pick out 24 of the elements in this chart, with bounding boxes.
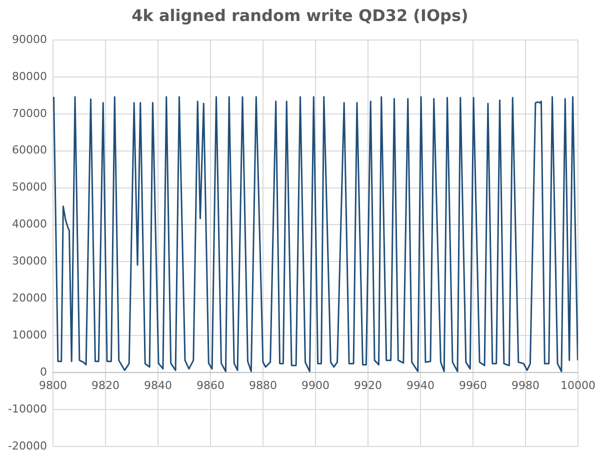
x-tick-label: 9900 (301, 378, 330, 392)
x-tick-label: 9980 (511, 378, 540, 392)
y-tick-label: 40000 (12, 218, 47, 231)
x-tick-label: 9820 (91, 378, 120, 392)
x-tick-label: 9800 (38, 378, 67, 392)
y-tick-label: 0 (40, 365, 47, 378)
y-tick-label: -10000 (8, 402, 47, 416)
y-tick-label: 50000 (12, 180, 47, 194)
x-tick-label: 9920 (354, 378, 382, 392)
x-tick-label: 10000 (560, 378, 596, 392)
y-tick-label: 70000 (12, 106, 47, 120)
x-tick-label: 9860 (196, 378, 224, 392)
y-tick-label: 20000 (12, 291, 47, 304)
chart-title: 4k aligned random write QD32 (IOps) (130, 6, 470, 25)
x-tick-label: 9940 (406, 378, 434, 392)
y-tick-label: 60000 (12, 144, 47, 157)
y-tick-label: 90000 (12, 32, 47, 46)
y-tick-label: -20000 (8, 439, 47, 452)
x-tick-label: 9840 (144, 378, 172, 392)
x-tick-label: 9880 (248, 378, 277, 392)
y-tick-label: 10000 (12, 328, 47, 342)
y-tick-label: 30000 (12, 254, 47, 268)
x-tick-label: 9960 (458, 378, 487, 392)
y-tick-label: 80000 (12, 70, 47, 83)
